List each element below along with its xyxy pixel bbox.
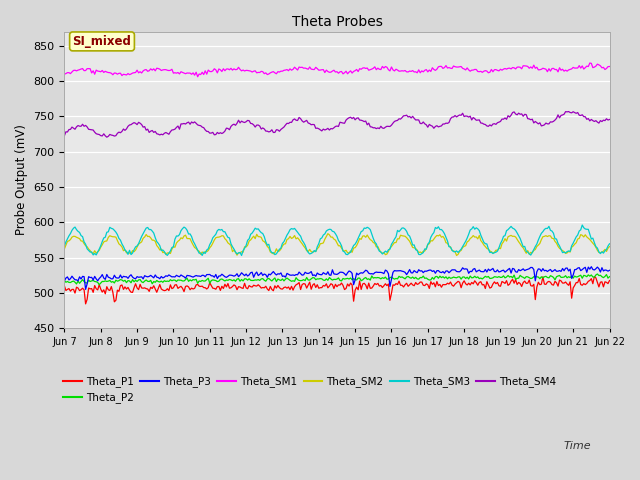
Theta_SM3 [579, 222, 586, 228]
Theta_SM4 [541, 122, 548, 128]
Theta_P3 [541, 268, 548, 274]
Theta_SM4 [372, 126, 380, 132]
Theta_P3 [82, 287, 90, 292]
Line: Theta_P2: Theta_P2 [65, 274, 609, 285]
Theta_P3 [372, 269, 380, 275]
Theta_SM2 [605, 244, 613, 250]
Theta_P3 [61, 278, 68, 284]
Theta_SM2 [452, 252, 460, 258]
Theta_SM1 [390, 68, 398, 74]
Theta_P2 [541, 274, 548, 280]
Y-axis label: Probe Output (mV): Probe Output (mV) [15, 124, 28, 235]
Theta_SM4 [564, 108, 572, 114]
Theta_SM4 [103, 134, 111, 140]
Theta_P2 [372, 275, 380, 281]
Theta_SM3 [605, 241, 613, 247]
Theta_P1 [372, 282, 380, 288]
Theta_P3 [588, 264, 595, 270]
Line: Theta_P1: Theta_P1 [65, 276, 609, 304]
Theta_P2 [403, 274, 410, 280]
Theta_SM1 [586, 60, 594, 66]
Line: Theta_SM3: Theta_SM3 [65, 225, 609, 255]
Theta_P3 [390, 268, 398, 274]
Text: Time: Time [563, 441, 591, 451]
Theta_P1 [61, 283, 68, 289]
Theta_SM4 [61, 133, 68, 139]
Theta_SM4 [605, 117, 613, 122]
Theta_P1 [591, 274, 598, 279]
Theta_SM2 [372, 244, 380, 250]
Theta_P2 [605, 274, 613, 279]
Theta_SM3 [403, 228, 410, 234]
Theta_P2 [76, 280, 83, 286]
Line: Theta_SM4: Theta_SM4 [65, 111, 609, 137]
Theta_SM2 [162, 251, 170, 257]
Theta_SM3 [541, 227, 548, 232]
Theta_P3 [76, 274, 83, 280]
Theta_SM4 [164, 131, 172, 136]
Line: Theta_SM1: Theta_SM1 [65, 63, 609, 77]
Theta_SM3 [162, 252, 170, 257]
Theta_SM1 [76, 67, 83, 72]
Theta_SM3 [61, 243, 68, 249]
Theta_SM1 [541, 66, 548, 72]
Line: Theta_SM2: Theta_SM2 [65, 234, 609, 255]
Theta_SM1 [605, 64, 613, 70]
Theta_SM3 [237, 252, 245, 258]
Theta_SM2 [76, 236, 83, 241]
Text: SI_mixed: SI_mixed [72, 35, 131, 48]
Line: Theta_P3: Theta_P3 [65, 267, 609, 289]
Theta_P2 [164, 278, 172, 284]
Theta_P3 [605, 267, 613, 273]
Theta_SM4 [390, 119, 398, 124]
Theta_P1 [82, 301, 90, 307]
Theta_SM1 [194, 74, 202, 80]
Theta_P1 [390, 282, 398, 288]
Theta_P1 [403, 280, 410, 286]
Theta_SM2 [61, 246, 68, 252]
Theta_SM2 [542, 233, 550, 239]
Theta_P2 [390, 276, 398, 282]
Theta_P1 [76, 288, 83, 293]
Theta_SM3 [76, 229, 83, 235]
Theta_SM2 [403, 235, 410, 240]
Theta_SM3 [390, 236, 398, 242]
Theta_SM4 [403, 112, 410, 118]
Theta_SM1 [403, 69, 410, 75]
Theta_P2 [95, 282, 103, 288]
Theta_P3 [164, 274, 172, 279]
Theta_SM1 [372, 67, 380, 72]
Theta_P2 [593, 271, 601, 277]
Theta_P3 [403, 272, 410, 277]
Legend: Theta_P1, Theta_P2, Theta_P3, Theta_SM1, Theta_SM2, Theta_SM3, Theta_SM4: Theta_P1, Theta_P2, Theta_P3, Theta_SM1,… [59, 372, 561, 408]
Theta_SM1 [162, 67, 170, 72]
Title: Theta Probes: Theta Probes [291, 15, 382, 29]
Theta_P1 [541, 281, 548, 287]
Theta_SM4 [76, 123, 83, 129]
Theta_P2 [61, 278, 68, 284]
Theta_SM1 [61, 72, 68, 77]
Theta_SM3 [372, 241, 380, 247]
Theta_P1 [605, 277, 613, 283]
Theta_P1 [164, 286, 172, 291]
Theta_SM2 [324, 231, 332, 237]
Theta_SM2 [390, 240, 398, 245]
